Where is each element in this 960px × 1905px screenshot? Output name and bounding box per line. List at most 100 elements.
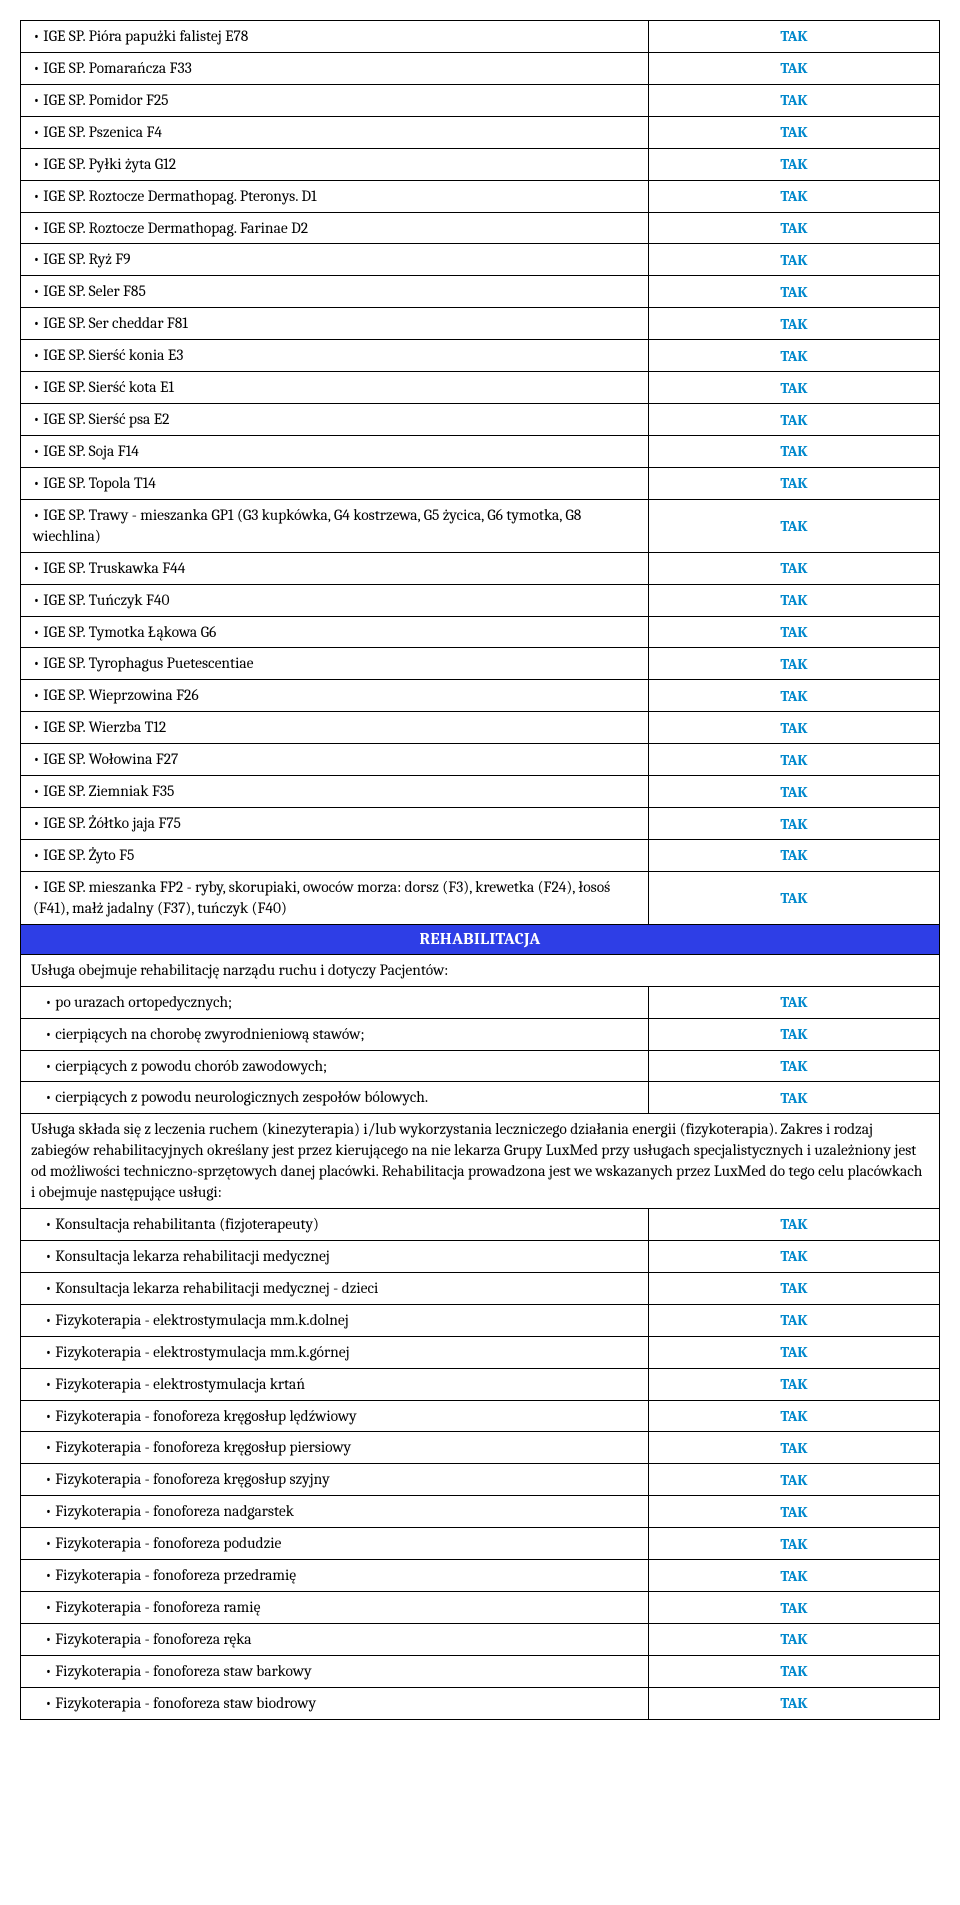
service-label: • IGE SP. Ser cheddar F81 <box>21 308 649 339</box>
service-status: TAK <box>649 117 939 148</box>
service-status: TAK <box>649 1432 939 1463</box>
section-header: REHABILITACJA <box>21 925 939 955</box>
table-row: • Fizykoterapia - fonoforeza ramięTAK <box>21 1592 939 1624</box>
table-row: • IGE SP. Żyto F5TAK <box>21 840 939 872</box>
table-row: • IGE SP. Wierzba T12TAK <box>21 712 939 744</box>
service-label: • IGE SP. Żółtko jaja F75 <box>21 808 649 839</box>
service-status: TAK <box>649 553 939 584</box>
service-label: • IGE SP. Tymotka Łąkowa G6 <box>21 617 649 648</box>
table-row: • Fizykoterapia - fonoforeza kręgosłup l… <box>21 1401 939 1433</box>
service-label: • cierpiących na chorobę zwyrodnieniową … <box>21 1019 649 1050</box>
service-label: • IGE SP. Wołowina F27 <box>21 744 649 775</box>
table-row: • Fizykoterapia - fonoforeza staw biodro… <box>21 1688 939 1720</box>
service-status: TAK <box>649 744 939 775</box>
service-status: TAK <box>649 436 939 467</box>
service-status: TAK <box>649 213 939 244</box>
service-label: • Fizykoterapia - elektrostymulacja mm.k… <box>21 1337 649 1368</box>
service-label: • po urazach ortopedycznych; <box>21 987 649 1018</box>
service-label: • IGE SP. Soja F14 <box>21 436 649 467</box>
service-status: TAK <box>649 585 939 616</box>
table-row: • Konsultacja lekarza rehabilitacji medy… <box>21 1273 939 1305</box>
service-status: TAK <box>649 53 939 84</box>
service-status: TAK <box>649 372 939 403</box>
table-row: • po urazach ortopedycznych;TAK <box>21 987 939 1019</box>
table-row: • IGE SP. Żółtko jaja F75TAK <box>21 808 939 840</box>
service-status: TAK <box>649 1019 939 1050</box>
service-label: • IGE SP. Żyto F5 <box>21 840 649 871</box>
table-row: • IGE SP. mieszanka FP2 - ryby, skorupia… <box>21 872 939 925</box>
table-row: • IGE SP. Topola T14TAK <box>21 468 939 500</box>
table-row: • Fizykoterapia - fonoforeza kręgosłup p… <box>21 1432 939 1464</box>
service-label: • IGE SP. Ryż F9 <box>21 244 649 275</box>
service-status: TAK <box>649 1369 939 1400</box>
service-status: TAK <box>649 1305 939 1336</box>
description-text: Usługa obejmuje rehabilitację narządu ru… <box>21 955 939 986</box>
table-row: • Fizykoterapia - fonoforeza kręgosłup s… <box>21 1464 939 1496</box>
service-label: • cierpiących z powodu chorób zawodowych… <box>21 1051 649 1082</box>
table-row: • IGE SP. Pszenica F4TAK <box>21 117 939 149</box>
table-row: • IGE SP. Pyłki żyta G12TAK <box>21 149 939 181</box>
service-label: • IGE SP. Tuńczyk F40 <box>21 585 649 616</box>
service-status: TAK <box>649 1656 939 1687</box>
table-row: • Fizykoterapia - fonoforeza nadgarstekT… <box>21 1496 939 1528</box>
service-label: • IGE SP. Pióra papużki falistej E78 <box>21 21 649 52</box>
table-row: • IGE SP. Ser cheddar F81TAK <box>21 308 939 340</box>
services-table: • IGE SP. Pióra papużki falistej E78TAK•… <box>20 20 940 1720</box>
service-status: TAK <box>649 648 939 679</box>
table-row: • Fizykoterapia - elektrostymulacja mm.k… <box>21 1337 939 1369</box>
service-status: TAK <box>649 181 939 212</box>
table-row: • IGE SP. Sierść kota E1TAK <box>21 372 939 404</box>
service-label: • IGE SP. Sierść psa E2 <box>21 404 649 435</box>
description-row: Usługa obejmuje rehabilitację narządu ru… <box>21 955 939 987</box>
service-label: • Fizykoterapia - fonoforeza nadgarstek <box>21 1496 649 1527</box>
table-row: • IGE SP. Ziemniak F35TAK <box>21 776 939 808</box>
service-status: TAK <box>649 987 939 1018</box>
service-status: TAK <box>649 1560 939 1591</box>
service-label: • Fizykoterapia - fonoforeza staw barkow… <box>21 1656 649 1687</box>
table-row: • IGE SP. Tyrophagus PuetescentiaeTAK <box>21 648 939 680</box>
table-row: • IGE SP. Truskawka F44TAK <box>21 553 939 585</box>
service-status: TAK <box>649 1592 939 1623</box>
service-status: TAK <box>649 808 939 839</box>
section-title: REHABILITACJA <box>21 925 939 954</box>
table-row: • IGE SP. Roztocze Dermathopag. Farinae … <box>21 213 939 245</box>
table-row: • IGE SP. Wołowina F27TAK <box>21 744 939 776</box>
table-row: • IGE SP. Soja F14TAK <box>21 436 939 468</box>
service-status: TAK <box>649 680 939 711</box>
service-label: • Konsultacja rehabilitanta (fizjoterape… <box>21 1209 649 1240</box>
service-label: • Konsultacja lekarza rehabilitacji medy… <box>21 1273 649 1304</box>
service-status: TAK <box>649 712 939 743</box>
table-row: • IGE SP. Trawy - mieszanka GP1 (G3 kupk… <box>21 500 939 553</box>
table-row: • Fizykoterapia - elektrostymulacja mm.k… <box>21 1305 939 1337</box>
service-status: TAK <box>649 1082 939 1113</box>
service-label: • IGE SP. Tyrophagus Puetescentiae <box>21 648 649 679</box>
service-label: • IGE SP. Pomarańcza F33 <box>21 53 649 84</box>
service-status: TAK <box>649 840 939 871</box>
table-row: • IGE SP. Pomarańcza F33TAK <box>21 53 939 85</box>
table-row: • IGE SP. Ryż F9TAK <box>21 244 939 276</box>
service-label: • IGE SP. Roztocze Dermathopag. Pteronys… <box>21 181 649 212</box>
service-label: • cierpiących z powodu neurologicznych z… <box>21 1082 649 1113</box>
service-status: TAK <box>649 276 939 307</box>
service-label: • Fizykoterapia - fonoforeza staw biodro… <box>21 1688 649 1719</box>
service-label: • IGE SP. Topola T14 <box>21 468 649 499</box>
service-status: TAK <box>649 1624 939 1655</box>
service-label: • IGE SP. mieszanka FP2 - ryby, skorupia… <box>21 872 649 924</box>
service-status: TAK <box>649 340 939 371</box>
service-label: • IGE SP. Trawy - mieszanka GP1 (G3 kupk… <box>21 500 649 552</box>
service-label: • Fizykoterapia - fonoforeza ramię <box>21 1592 649 1623</box>
table-row: • IGE SP. Tymotka Łąkowa G6TAK <box>21 617 939 649</box>
service-status: TAK <box>649 149 939 180</box>
service-label: • IGE SP. Ziemniak F35 <box>21 776 649 807</box>
table-row: • Fizykoterapia - fonoforeza przedramięT… <box>21 1560 939 1592</box>
table-row: • Fizykoterapia - fonoforeza podudzieTAK <box>21 1528 939 1560</box>
service-status: TAK <box>649 872 939 924</box>
service-status: TAK <box>649 1464 939 1495</box>
service-status: TAK <box>649 1241 939 1272</box>
table-row: • IGE SP. Pomidor F25TAK <box>21 85 939 117</box>
service-status: TAK <box>649 1496 939 1527</box>
table-row: • IGE SP. Roztocze Dermathopag. Pteronys… <box>21 181 939 213</box>
table-row: • cierpiących z powodu chorób zawodowych… <box>21 1051 939 1083</box>
service-label: • Fizykoterapia - elektrostymulacja krta… <box>21 1369 649 1400</box>
table-row: • Fizykoterapia - fonoforeza staw barkow… <box>21 1656 939 1688</box>
